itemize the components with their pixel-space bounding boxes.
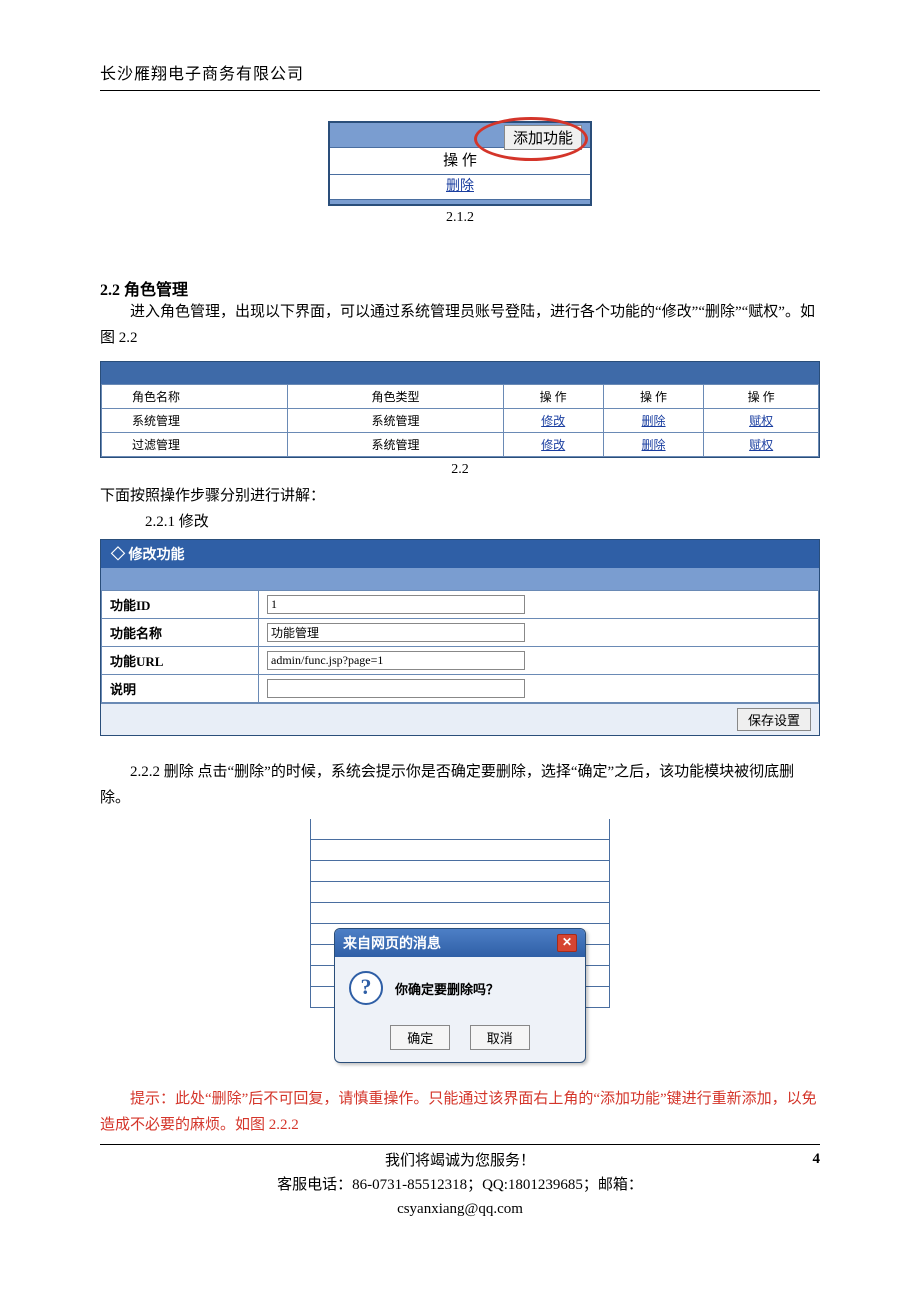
cell-op: 修改 (503, 409, 603, 433)
form-label: 功能ID (102, 591, 259, 619)
dialog-body: ? 你确定要删除吗？ (335, 957, 585, 1019)
delete-link[interactable]: 删除 (642, 414, 666, 428)
dialog-titlebar: 来自网页的消息 ✕ (335, 929, 585, 957)
modify-form-band (101, 568, 819, 590)
header-rule (100, 90, 820, 91)
grant-link[interactable]: 赋权 (749, 438, 773, 452)
modify-form-title: ◇ 修改功能 (101, 540, 819, 568)
footer-email: csyanxiang@qq.com (100, 1197, 820, 1221)
form-row: 功能名称 (102, 619, 819, 647)
close-icon[interactable]: ✕ (557, 934, 577, 952)
cell-op: 删除 (603, 409, 703, 433)
dialog-message: 你确定要删除吗？ (395, 979, 499, 998)
fig212-op-header: 操 作 (330, 147, 590, 174)
confirm-dialog: 来自网页的消息 ✕ ? 你确定要删除吗？ 确定 取消 (334, 928, 586, 1063)
question-icon: ? (349, 971, 383, 1005)
modify-link[interactable]: 修改 (541, 438, 565, 452)
grant-link[interactable]: 赋权 (749, 414, 773, 428)
modify-form-table: 功能ID 功能名称 功能URL 说明 (101, 590, 819, 703)
form-value-cell (259, 675, 819, 703)
fig212-link-row: 删除 (330, 174, 590, 199)
dialog-title: 来自网页的消息 (343, 933, 441, 953)
footer-contact: 客服电话：86-0731-85512318；QQ:1801239685；邮箱： (100, 1173, 820, 1197)
fig212-bottom-band (330, 199, 590, 204)
form-label: 功能名称 (102, 619, 259, 647)
fig212-caption: 2.1.2 (100, 210, 820, 226)
dialog-context: 来自网页的消息 ✕ ? 你确定要删除吗？ 确定 取消 (310, 819, 610, 1063)
form-button-row: 保存设置 (101, 703, 819, 735)
form-label: 说明 (102, 675, 259, 703)
cell-type: 系统管理 (288, 433, 503, 457)
fig212-top-band: 添加功能 (330, 123, 590, 147)
dialog-buttons: 确定 取消 (335, 1019, 585, 1062)
stripe-row (311, 840, 609, 861)
cell-op: 修改 (503, 433, 603, 457)
cell-name: 系统管理 (102, 409, 288, 433)
delete-link[interactable]: 删除 (446, 179, 474, 194)
cell-op: 赋权 (704, 409, 819, 433)
modify-form: ◇ 修改功能 功能ID 功能名称 功能URL (100, 539, 820, 736)
cancel-button[interactable]: 取消 (470, 1025, 530, 1050)
col-role-name: 角色名称 (102, 385, 288, 409)
form-value-cell (259, 619, 819, 647)
footer-rule (100, 1144, 820, 1145)
form-value-cell (259, 647, 819, 675)
footer-slogan: 我们将竭诚为您服务！ (100, 1149, 820, 1173)
role-table-top-band (101, 362, 819, 384)
stripe-row (311, 882, 609, 903)
cell-type: 系统管理 (288, 409, 503, 433)
cell-name: 过滤管理 (102, 433, 288, 457)
section-2-2-heading: 2.2 角色管理 (100, 276, 820, 300)
delete-hint: 提示：此处“删除”后不可回复，请慎重操作。只能通过该界面右上角的“添加功能”键进… (100, 1087, 820, 1138)
form-label: 功能URL (102, 647, 259, 675)
delete-link[interactable]: 删除 (642, 438, 666, 452)
modify-link[interactable]: 修改 (541, 414, 565, 428)
step-2-2-2-para: 2.2.2 删除 点击“删除”的时候，系统会提示你是否确定要删除，选择“确定”之… (100, 760, 820, 811)
section-2-2-para: 进入角色管理，出现以下界面，可以通过系统管理员账号登陆，进行各个功能的“修改”“… (100, 300, 820, 351)
page-footer: 4 我们将竭诚为您服务！ 客服电话：86-0731-85512318；QQ:18… (100, 1149, 820, 1221)
cell-op: 删除 (603, 433, 703, 457)
figure-2-1-2: 添加功能 操 作 删除 (328, 121, 592, 206)
form-value-cell (259, 591, 819, 619)
table-row: 系统管理 系统管理 修改 删除 赋权 (102, 409, 819, 433)
stripe-row (311, 819, 609, 840)
form-row: 功能ID (102, 591, 819, 619)
col-op-3: 操 作 (704, 385, 819, 409)
stripe-row (311, 861, 609, 882)
add-button-wrap: 添加功能 (504, 125, 582, 150)
add-function-button[interactable]: 添加功能 (504, 125, 582, 150)
func-name-input[interactable] (267, 623, 525, 642)
role-table-wrap: 角色名称 角色类型 操 作 操 作 操 作 系统管理 系统管理 修改 删除 赋权… (100, 361, 820, 458)
steps-intro: 下面按照操作步骤分别进行讲解： (100, 484, 820, 510)
func-desc-input[interactable] (267, 679, 525, 698)
page-number: 4 (813, 1147, 821, 1171)
company-header: 长沙雁翔电子商务有限公司 (100, 60, 820, 84)
col-op-2: 操 作 (603, 385, 703, 409)
table-row: 过滤管理 系统管理 修改 删除 赋权 (102, 433, 819, 457)
form-row: 说明 (102, 675, 819, 703)
col-op-1: 操 作 (503, 385, 603, 409)
form-row: 功能URL (102, 647, 819, 675)
save-button[interactable]: 保存设置 (737, 708, 811, 731)
cell-op: 赋权 (704, 433, 819, 457)
func-url-input[interactable] (267, 651, 525, 670)
func-id-input[interactable] (267, 595, 525, 614)
col-role-type: 角色类型 (288, 385, 503, 409)
step-2-2-1-heading: 2.2.1 修改 (100, 510, 820, 536)
role-table-caption: 2.2 (100, 462, 820, 478)
ok-button[interactable]: 确定 (390, 1025, 450, 1050)
role-table: 角色名称 角色类型 操 作 操 作 操 作 系统管理 系统管理 修改 删除 赋权… (101, 384, 819, 457)
stripe-row (311, 903, 609, 924)
